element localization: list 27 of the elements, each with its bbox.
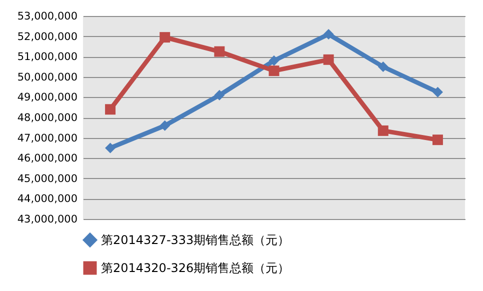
point [432, 86, 443, 98]
y-tick-label: 48,000,000 [17, 112, 78, 124]
point [105, 142, 116, 154]
y-tick-label: 52,000,000 [17, 30, 78, 43]
legend-label: 第2014327-333期销售总额（元） [101, 233, 290, 247]
point [105, 104, 116, 115]
y-tick-label: 50,000,000 [17, 71, 78, 84]
point [160, 120, 170, 131]
point [378, 125, 388, 136]
point [214, 90, 225, 100]
point [378, 62, 388, 72]
point [323, 29, 334, 40]
y-tick-label: 51,000,000 [17, 51, 78, 64]
y-tick-label: 53,000,000 [17, 10, 78, 22]
y-tick-label: 47,000,000 [17, 132, 78, 144]
legend-label: 第2014320-326期销售总额（元） [101, 261, 290, 275]
y-tick-label: 45,000,000 [17, 172, 78, 185]
point [214, 46, 225, 57]
y-tick-label: 46,000,000 [17, 152, 78, 165]
y-tick-label: 43,000,000 [17, 214, 78, 226]
point [323, 54, 334, 65]
y-tick-label: 49,000,000 [17, 92, 78, 104]
point [432, 134, 443, 146]
point [160, 32, 170, 43]
point [268, 55, 280, 66]
y-tick-label: 44,000,000 [17, 193, 78, 206]
point [268, 66, 280, 76]
